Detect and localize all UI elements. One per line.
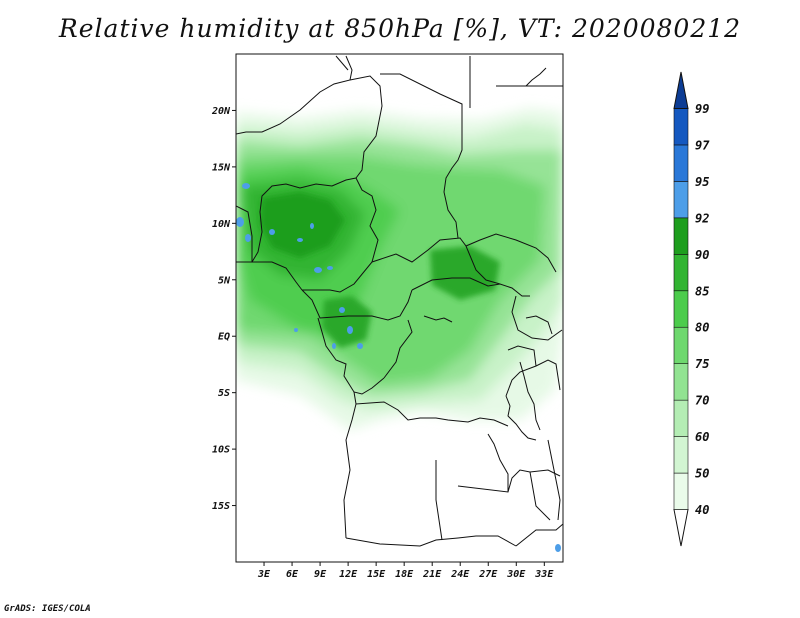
colorbar-label: 97 xyxy=(695,138,710,152)
colorbar: 40 50 60 70 75 80 85 90 92 95 97 99 xyxy=(673,71,710,547)
lat-label: EQ xyxy=(218,332,230,343)
colorbar-swatch xyxy=(673,472,689,510)
colorbar-top-triangle xyxy=(673,71,689,109)
lon-label: 18E xyxy=(395,569,414,580)
chart-title: Relative humidity at 850hPa [%], VT: 202… xyxy=(58,14,742,43)
lat-label: 10N xyxy=(212,219,231,230)
colorbar-swatch xyxy=(673,399,689,437)
colorbar-bottom-triangle xyxy=(673,509,689,547)
colorbar-label: 95 xyxy=(695,175,709,189)
lon-label: 21E xyxy=(422,569,442,580)
lon-label: 12E xyxy=(339,569,358,580)
rh-band-92 xyxy=(260,192,345,258)
colorbar-swatch xyxy=(673,217,689,255)
latitude-axis: 20N 15N 10N 5N EQ 5S 10S 15S xyxy=(211,106,236,512)
lon-label: 15E xyxy=(367,569,386,580)
lon-label: 3E xyxy=(257,569,271,580)
lat-label: 20N xyxy=(211,106,231,117)
country-borders xyxy=(236,55,563,547)
colorbar-label: 92 xyxy=(695,211,709,225)
rh-95-spots xyxy=(236,183,561,552)
lon-label: 33E xyxy=(534,569,554,580)
lon-label: 30E xyxy=(506,569,526,580)
humidity-field xyxy=(236,54,563,562)
lon-label: 6E xyxy=(286,569,299,580)
colorbar-label: 90 xyxy=(695,248,709,262)
lat-label: 5N xyxy=(218,275,231,286)
colorbar-label: 75 xyxy=(695,357,709,371)
colorbar-label: 99 xyxy=(695,102,709,116)
grads-credit: GrADS: IGES/COLA xyxy=(4,604,91,614)
colorbar-label: 40 xyxy=(695,503,709,517)
lat-label: 5S xyxy=(218,388,230,399)
colorbar-label: 80 xyxy=(695,321,709,335)
colorbar-swatch xyxy=(673,326,689,364)
colorbar-swatch xyxy=(673,436,689,474)
rh-band-92-c xyxy=(322,296,372,348)
colorbar-swatch xyxy=(673,181,689,219)
longitude-axis: 3E 6E 9E 12E 15E 18E 21E 24E 27E 30E 33E xyxy=(257,562,554,580)
lat-label: 15N xyxy=(212,162,231,173)
lon-label: 27E xyxy=(478,569,498,580)
rh-band-92-b xyxy=(430,246,500,300)
colorbar-label: 70 xyxy=(695,394,709,408)
colorbar-swatch xyxy=(673,108,689,146)
lon-label: 9E xyxy=(314,569,327,580)
colorbar-swatch xyxy=(673,290,689,328)
map-frame xyxy=(235,53,564,563)
colorbar-label: 50 xyxy=(695,467,709,481)
colorbar-swatch xyxy=(673,144,689,182)
colorbar-label: 85 xyxy=(695,284,709,298)
lat-label: 15S xyxy=(212,501,230,512)
lat-label: 10S xyxy=(212,445,230,456)
lon-label: 24E xyxy=(450,569,470,580)
colorbar-swatch xyxy=(673,363,689,401)
colorbar-label: 60 xyxy=(695,430,709,444)
colorbar-swatch xyxy=(673,254,689,292)
